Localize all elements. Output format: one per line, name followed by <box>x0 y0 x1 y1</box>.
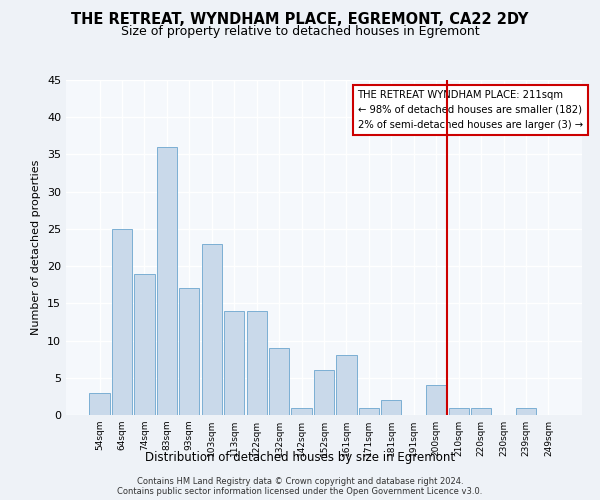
Bar <box>157 147 177 415</box>
Bar <box>292 408 311 415</box>
Bar <box>516 408 536 415</box>
Bar <box>337 356 356 415</box>
Text: Distribution of detached houses by size in Egremont: Distribution of detached houses by size … <box>145 451 455 464</box>
Bar <box>247 311 267 415</box>
Y-axis label: Number of detached properties: Number of detached properties <box>31 160 41 335</box>
Bar <box>269 348 289 415</box>
Bar <box>179 288 199 415</box>
Bar <box>134 274 155 415</box>
Bar <box>224 311 244 415</box>
Bar <box>359 408 379 415</box>
Text: Contains HM Land Registry data © Crown copyright and database right 2024.: Contains HM Land Registry data © Crown c… <box>137 476 463 486</box>
Bar <box>112 229 132 415</box>
Bar <box>314 370 334 415</box>
Bar <box>381 400 401 415</box>
Bar <box>89 392 110 415</box>
Text: THE RETREAT WYNDHAM PLACE: 211sqm
← 98% of detached houses are smaller (182)
2% : THE RETREAT WYNDHAM PLACE: 211sqm ← 98% … <box>358 90 583 130</box>
Bar <box>202 244 222 415</box>
Bar <box>449 408 469 415</box>
Bar <box>471 408 491 415</box>
Bar <box>426 385 446 415</box>
Text: Size of property relative to detached houses in Egremont: Size of property relative to detached ho… <box>121 25 479 38</box>
Text: THE RETREAT, WYNDHAM PLACE, EGREMONT, CA22 2DY: THE RETREAT, WYNDHAM PLACE, EGREMONT, CA… <box>71 12 529 28</box>
Text: Contains public sector information licensed under the Open Government Licence v3: Contains public sector information licen… <box>118 486 482 496</box>
